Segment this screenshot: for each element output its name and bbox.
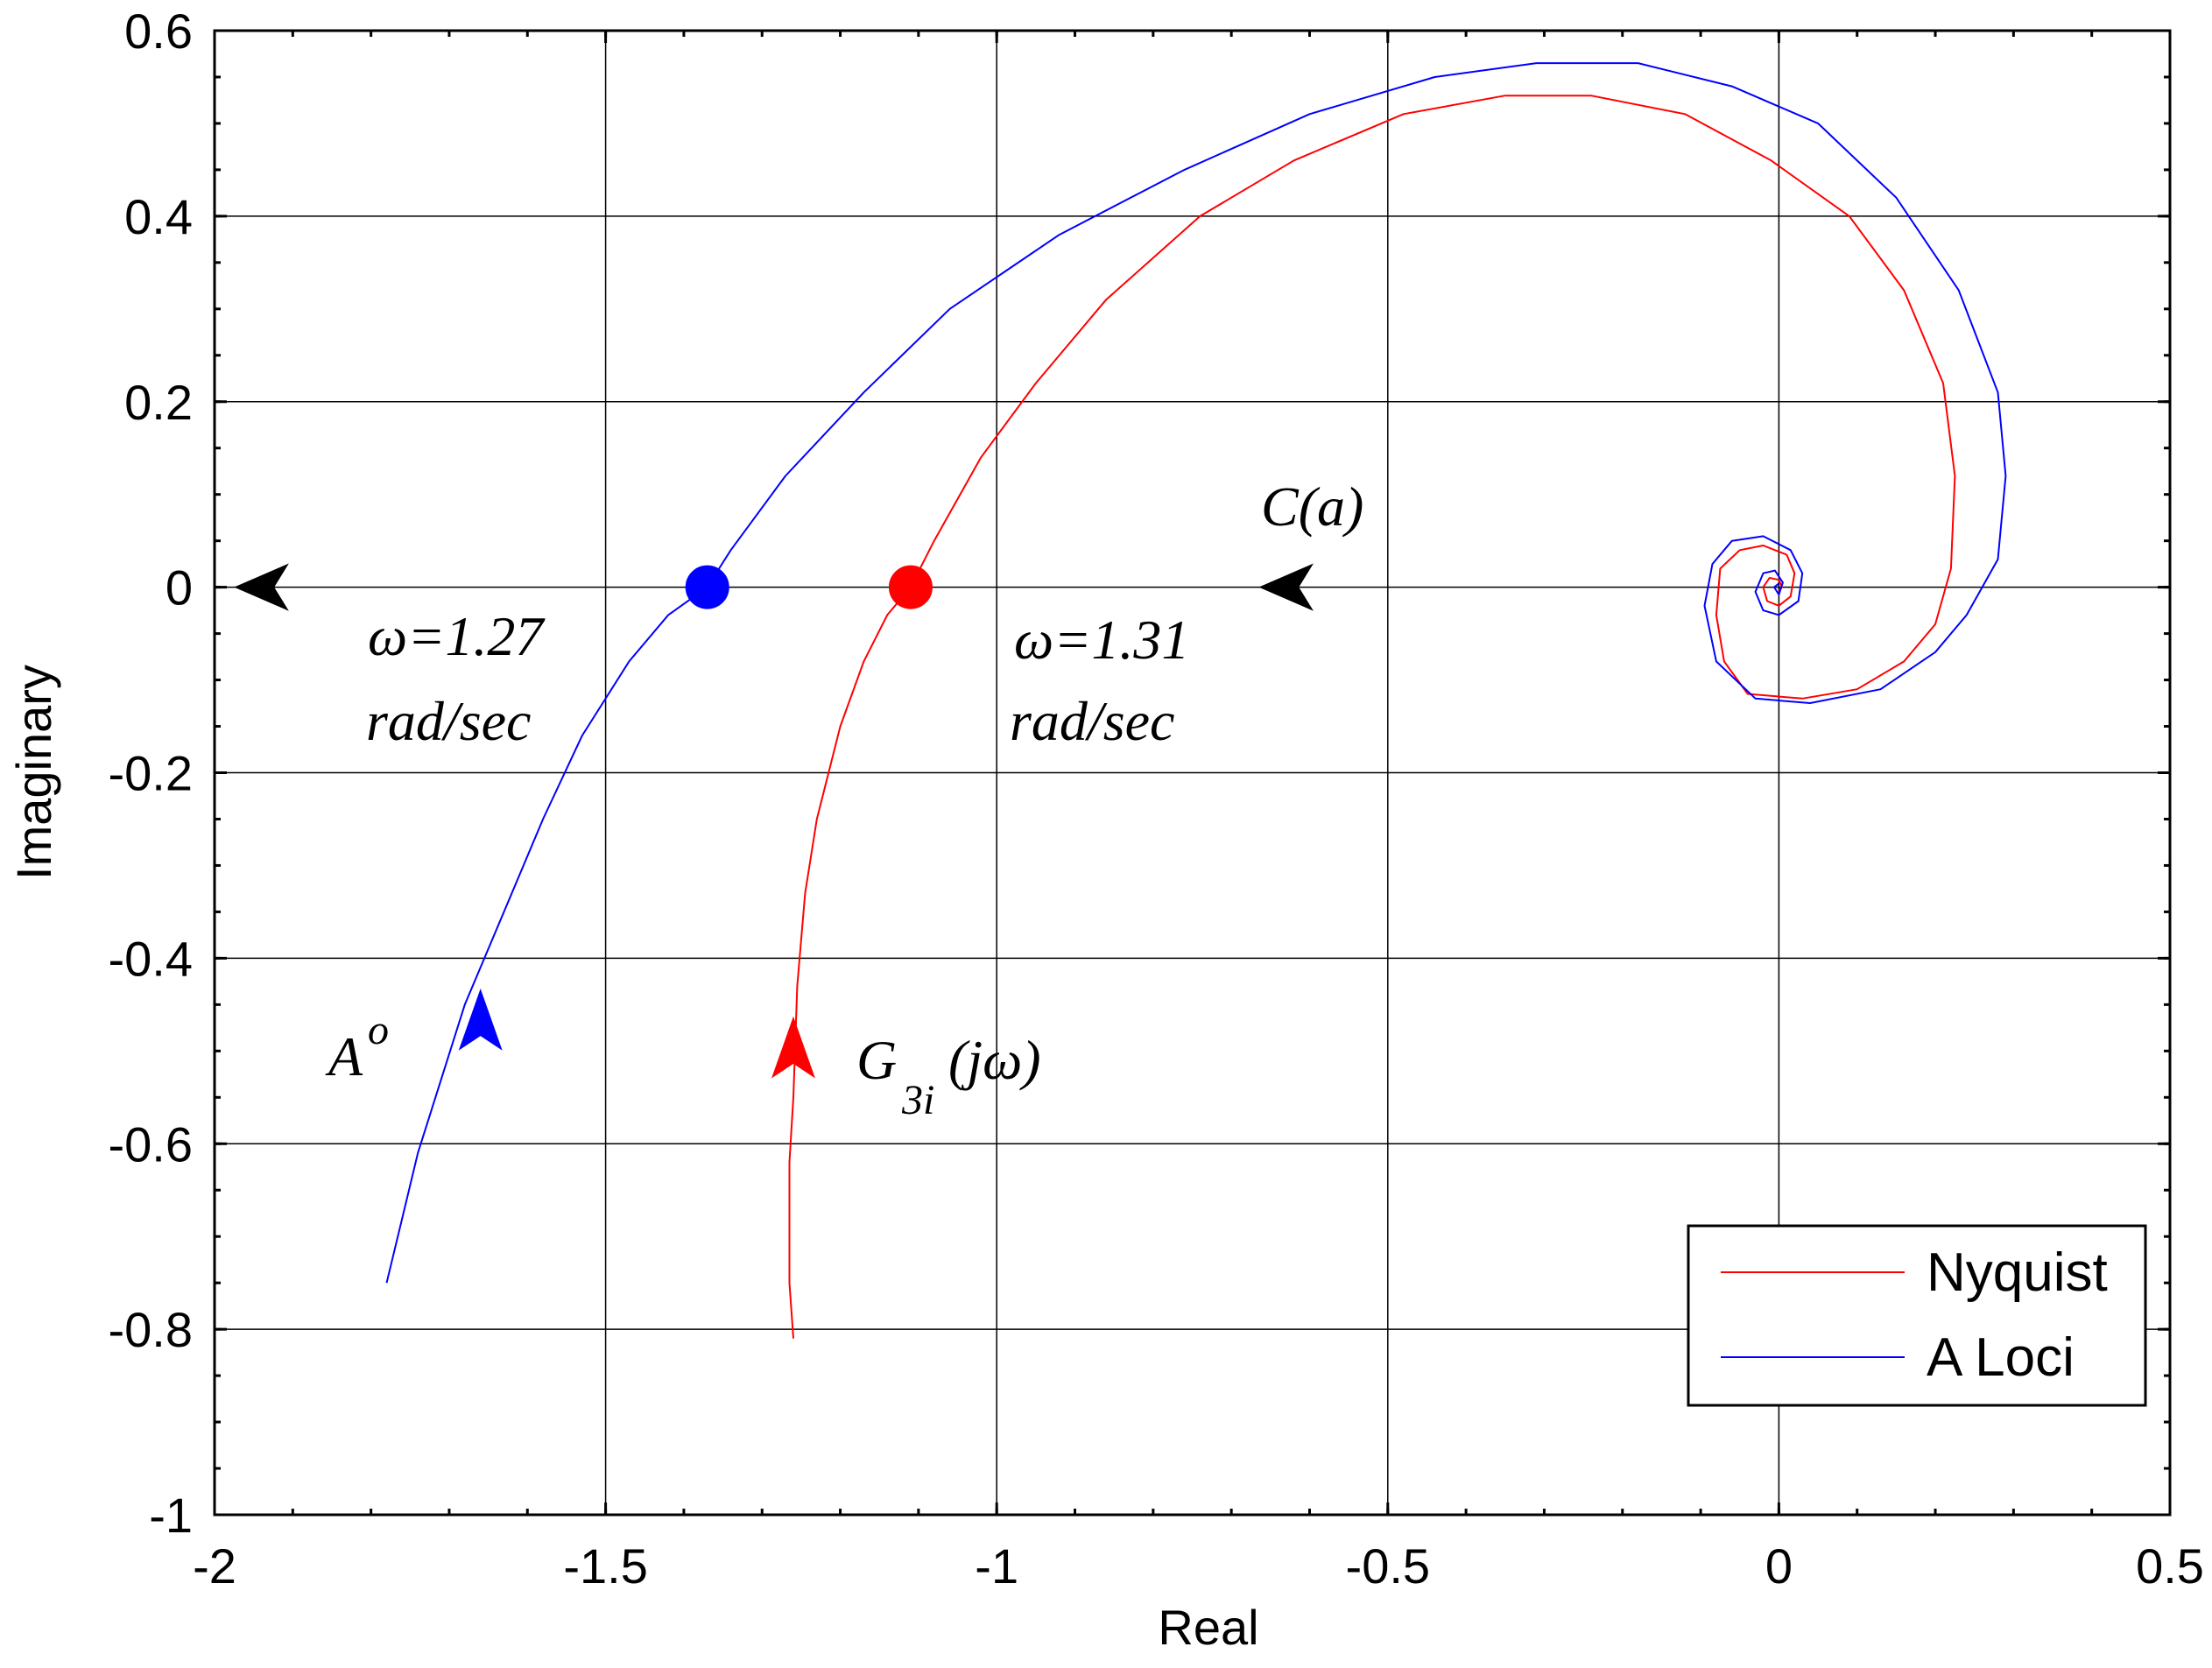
x-tick-label: -2 (193, 1538, 236, 1594)
x-tick-labels: -2 -1.5 -1 -0.5 0 0.5 (193, 1538, 2204, 1594)
a-label-superscript: o (368, 1007, 389, 1053)
g-label: G (856, 1029, 897, 1091)
a-arrow-arrowhead (458, 989, 503, 1051)
c-arrow-left-arrowhead (234, 563, 289, 611)
omega-g-label: ω=1.31 (1014, 609, 1189, 671)
operating-point-a-loci (685, 565, 729, 609)
x-axis-title: Real (1158, 1600, 1258, 1655)
g-arrow-arrowhead (771, 1016, 815, 1079)
y-tick-label: 0 (166, 560, 193, 616)
legend-label-a-loci: A Loci (1927, 1327, 2075, 1388)
series-line-a-loci (385, 62, 2007, 1284)
arrow-group (234, 563, 1314, 1079)
omega-a-label: ω=1.27 (368, 605, 546, 667)
legend: Nyquist A Loci (1687, 1224, 2147, 1407)
y-tick-label: 0.2 (124, 375, 193, 430)
y-tick-labels: -1 -0.8 -0.6 -0.4 -0.2 0 0.2 0.4 0.6 (109, 4, 194, 1543)
series-group (385, 62, 2007, 1339)
g-label-subscript: 3i (901, 1077, 934, 1123)
c-a-label: C(a) (1261, 475, 1363, 538)
y-axis-title: Imaginary (6, 665, 61, 880)
x-tick-label: -1.5 (563, 1538, 648, 1594)
y-tick-label: -0.6 (109, 1116, 194, 1172)
y-tick-label: -0.2 (109, 746, 194, 801)
x-tick-label: -0.5 (1346, 1538, 1431, 1594)
x-tick-label: 0.5 (2136, 1538, 2204, 1594)
g-label-tail: (jω) (948, 1029, 1041, 1091)
plot-frame (213, 29, 2172, 1517)
c-arrow-mid-arrowhead (1258, 563, 1314, 611)
y-tick-label: 0.6 (124, 4, 193, 59)
a-label: A (325, 1025, 363, 1087)
operating-point-nyquist (888, 565, 933, 609)
x-tick-label: 0 (1765, 1538, 1793, 1594)
legend-box (1687, 1224, 2147, 1407)
y-tick-label: -0.4 (109, 931, 194, 986)
marker-group (685, 565, 933, 609)
series-line-nyquist (788, 95, 1956, 1339)
legend-label-nyquist: Nyquist (1927, 1242, 2108, 1303)
y-tick-label: -1 (149, 1488, 193, 1543)
omega-g-unit: rad/sec (1010, 690, 1174, 752)
y-tick-label: -0.8 (109, 1302, 194, 1357)
y-tick-label: 0.4 (124, 189, 193, 244)
x-tick-label: -1 (975, 1538, 1018, 1594)
omega-a-unit: rad/sec (366, 690, 531, 752)
